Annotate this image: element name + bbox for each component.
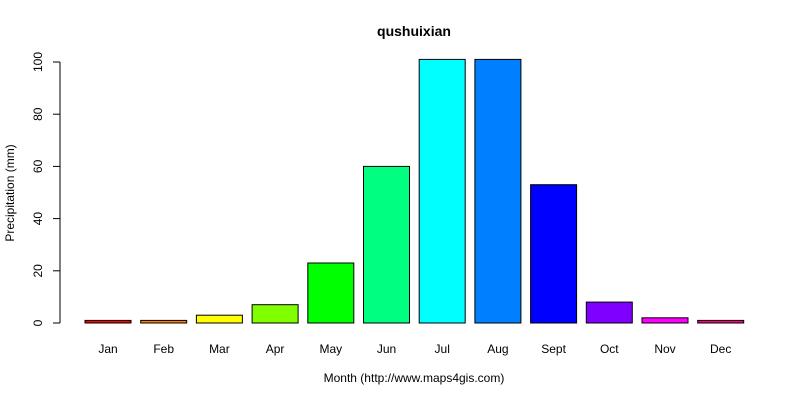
x-tick-label-jan: Jan [98, 342, 117, 356]
x-tick-label-sept: Sept [541, 342, 566, 356]
x-tick-label-mar: Mar [209, 342, 230, 356]
y-axis-label: Precipitation (mm) [3, 144, 17, 241]
bar-jun [363, 165, 410, 324]
x-tick-label-may: May [319, 342, 342, 356]
x-tick-label-jun: Jun [377, 342, 396, 356]
y-tick-label: 80 [31, 107, 45, 121]
bar-jul [418, 58, 466, 324]
x-tick-label-dec: Dec [710, 342, 731, 356]
x-tick-label-nov: Nov [654, 342, 675, 356]
bar-jan [84, 319, 132, 324]
x-tick-label-jul: Jul [435, 342, 450, 356]
bar-feb [140, 319, 188, 324]
x-tick-label-feb: Feb [153, 342, 174, 356]
x-tick-label-apr: Apr [266, 342, 285, 356]
y-tick-label: 20 [31, 264, 45, 278]
x-tick-label-aug: Aug [487, 342, 508, 356]
y-tick-label: 0 [31, 319, 45, 326]
y-tick-label: 100 [31, 52, 45, 72]
y-tick-label: 60 [31, 159, 45, 173]
bar-sept [530, 184, 578, 324]
y-tick-label: 40 [31, 212, 45, 226]
chart-title: qushuixian [377, 23, 451, 39]
bar-oct [585, 301, 633, 324]
x-tick-label-oct: Oct [600, 342, 619, 356]
x-axis-label: Month (http://www.maps4gis.com) [324, 371, 505, 385]
bar-aug [474, 58, 522, 324]
bar-nov [641, 317, 689, 324]
x-axis-labels: Jan Feb Mar Apr May Jun Jul Aug Sept Oct Nov Dec [98, 342, 731, 356]
bar-mar [195, 314, 243, 324]
bars [84, 58, 745, 324]
bar-may [307, 262, 355, 324]
y-axis-ticks: 0 20 40 60 80 100 [31, 52, 60, 326]
bar-apr [251, 304, 299, 324]
bar-dec [697, 319, 745, 324]
